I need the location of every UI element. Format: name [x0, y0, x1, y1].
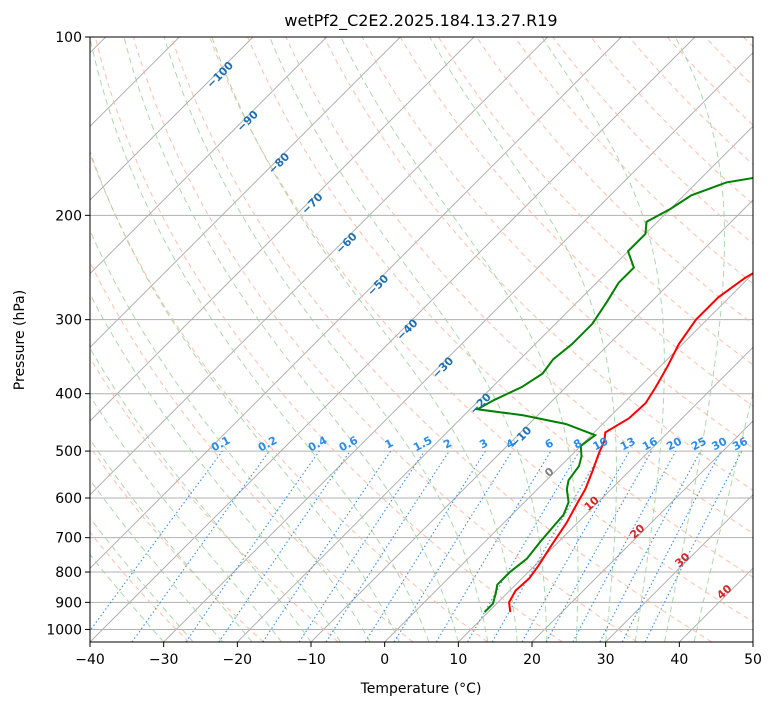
mixing-ratio-line [644, 450, 743, 642]
dry-adiabat [361, 37, 753, 449]
moist-adiabat [163, 37, 489, 642]
x-tick-label: 50 [744, 652, 762, 668]
mixing-ratio-label: 36 [730, 435, 750, 454]
dry-adiabat [247, 37, 753, 578]
mixing-ratio-label: 16 [640, 435, 660, 454]
y-axis-label: Pressure (hPa) [12, 290, 28, 390]
moist-adiabat [269, 37, 548, 642]
isotherm [236, 125, 753, 642]
mixing-ratio-line [218, 450, 351, 642]
dry-adiabat [90, 531, 190, 642]
mixing-ratio-line [572, 450, 677, 642]
dry-adiabat [90, 152, 488, 642]
plot-frame [89, 36, 754, 643]
mixing-ratio-line [262, 450, 392, 642]
y-tick-label: 600 [55, 491, 82, 507]
dewpoint-profile [474, 176, 753, 613]
moist-adiabat [211, 37, 518, 642]
isotherm [90, 37, 696, 642]
moist-adiabat [90, 149, 400, 642]
dry-adiabat [209, 37, 753, 623]
moist-adiabat [90, 438, 253, 642]
x-tick-label: 40 [670, 652, 688, 668]
dry-adiabat [90, 260, 414, 642]
mixing-ratio-label: 25 [689, 435, 709, 454]
moist-adiabat [429, 37, 617, 642]
x-axis-label: Temperature (°C) [360, 681, 482, 697]
y-tick-label: 700 [55, 531, 82, 547]
dry-adiabat [514, 37, 753, 285]
y-tick-label: 400 [55, 387, 82, 403]
x-tick-label: 10 [449, 652, 467, 668]
moist-adiabat [693, 390, 753, 642]
moist-adiabat [90, 292, 341, 642]
moist-adiabat [664, 37, 725, 642]
moist-adiabat [90, 394, 282, 642]
isotherm [531, 420, 753, 642]
dry-adiabat [171, 37, 713, 642]
x-tick-label: 0 [380, 652, 389, 668]
dry-adiabat [94, 37, 563, 642]
isotherm [90, 37, 549, 496]
x-tick-label: −10 [296, 652, 326, 668]
moist-adiabat [90, 347, 312, 642]
moist-adiabat [541, 37, 665, 642]
moist-adiabat [90, 478, 223, 642]
mixing-ratio-label: 20 [664, 434, 684, 453]
moist-adiabat [90, 553, 165, 642]
x-tick-label: −40 [75, 652, 105, 668]
x-tick-label: −30 [149, 652, 179, 668]
moist-adiabat [90, 229, 371, 642]
mixing-ratio-line [131, 450, 270, 642]
mixing-ratio-line [521, 450, 630, 642]
isotherm [90, 37, 328, 275]
moist-adiabat [90, 517, 194, 642]
mixing-ratio-line [298, 450, 425, 642]
plot-area [90, 37, 753, 642]
mixing-ratio-label: 30 [710, 435, 730, 454]
y-tick-label: 800 [55, 565, 82, 581]
moist-adiabat [90, 37, 430, 642]
mixing-ratio-line [185, 450, 320, 642]
mixing-ratio-label: 13 [618, 435, 638, 454]
y-tick-label: 100 [55, 30, 82, 46]
x-tick-label: 30 [597, 652, 615, 668]
isotherm [384, 272, 753, 642]
y-tick-label: 500 [55, 444, 82, 460]
isotherm [90, 37, 622, 570]
isotherm [90, 37, 475, 422]
dry-adiabat [90, 446, 264, 642]
mixing-ratio-line [90, 450, 223, 632]
axes: −40 −30 −20 −10 0 10 20 30 40 50 100 200 300 400 500 60… [46, 30, 762, 668]
y-tick-label: 200 [55, 208, 82, 224]
dry-adiabat [90, 356, 339, 642]
isotherm [90, 37, 254, 201]
x-tick-label: −20 [223, 652, 253, 668]
y-tick-label: 1000 [46, 622, 82, 638]
moist-adiabat [123, 37, 459, 642]
x-tick-label: 20 [523, 652, 541, 668]
moist-adiabat [340, 37, 579, 642]
chart-title: wetPf2_C2E2.2025.184.13.27.R19 [284, 11, 557, 31]
mixing-ratio-line [325, 450, 450, 642]
isotherm [457, 346, 753, 642]
mixing-ratio-line [545, 450, 653, 642]
isotherm [163, 51, 753, 642]
isotherm [90, 37, 401, 349]
mixing-ratio-label: 10 [591, 434, 611, 453]
y-tick-label: 900 [55, 595, 82, 611]
dry-adiabat [399, 37, 753, 407]
mixing-ratio-line [393, 450, 513, 642]
temperature-profile [508, 272, 753, 613]
y-tick-label: 300 [55, 313, 82, 329]
isotherm [605, 493, 753, 642]
